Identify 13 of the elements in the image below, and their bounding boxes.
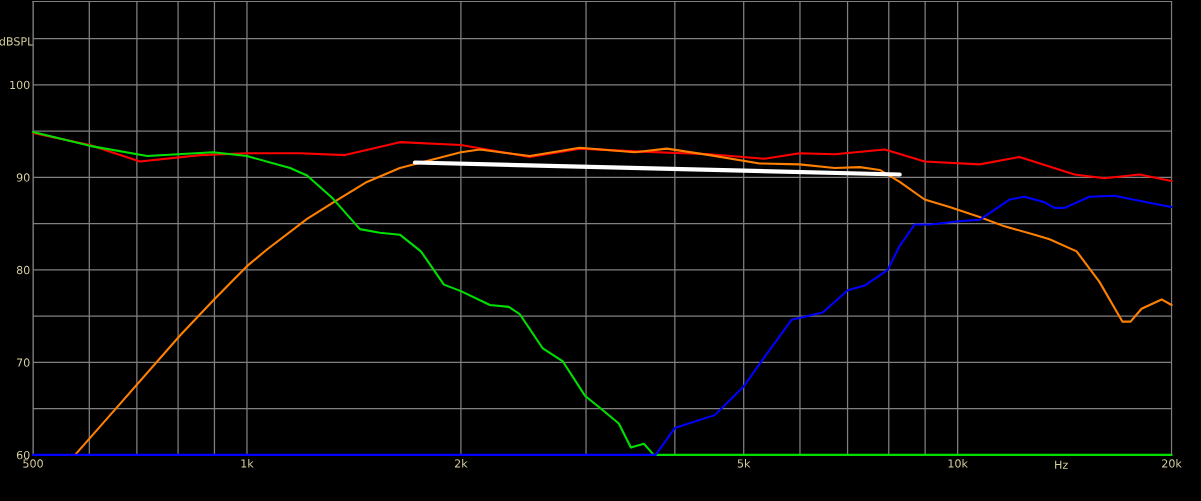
x-tick-label: 10k [948, 459, 968, 468]
x-tick-label: 20k [1162, 459, 1182, 468]
y-tick-label: 80 [16, 265, 30, 275]
y-tick-label: 100 [10, 80, 30, 90]
x-tick-label: 500 [23, 459, 43, 468]
y-tick-label: 70 [17, 358, 30, 367]
x-tick-label: 1k [241, 459, 254, 468]
y-tick-label: 90 [16, 173, 30, 182]
x-tick-label: 2k [454, 459, 468, 468]
y-tick-label: 60 [16, 450, 30, 460]
x-axis-title: Hz [1055, 460, 1068, 469]
y-axis-title: dBSPL [0, 36, 34, 46]
x-tick-label: 5k [737, 459, 751, 468]
